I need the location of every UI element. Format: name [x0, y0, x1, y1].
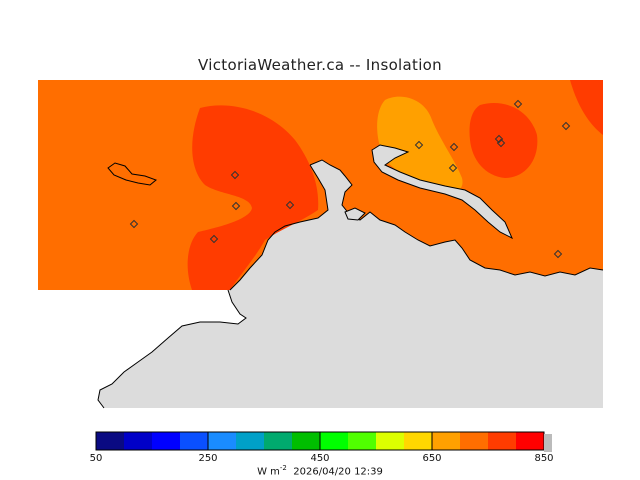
legend-shadow [544, 434, 552, 452]
insolation-field-high-west [187, 105, 319, 290]
legend-tick-label: 250 [198, 453, 218, 464]
station-marker [231, 201, 241, 211]
station-marker [496, 138, 506, 148]
station-marker [230, 170, 240, 180]
legend-swatch [404, 432, 433, 450]
legend-swatch [348, 432, 377, 450]
legend-tick-label: 450 [310, 453, 330, 464]
station-marker [285, 200, 295, 210]
legend-swatch [264, 432, 293, 450]
station-marker [129, 219, 139, 229]
legend-swatch [460, 432, 489, 450]
insolation-field-base [38, 80, 603, 290]
legend-tick-label: 50 [89, 453, 103, 464]
station-marker [561, 121, 571, 131]
inlet-small [344, 207, 366, 221]
legend-swatch [376, 432, 405, 450]
outside-domain [38, 290, 246, 408]
legend-caption: W m-2 2026/04/20 12:39 [0, 464, 640, 477]
insolation-field-low [377, 96, 463, 194]
coastline-west [229, 164, 329, 291]
legend-swatch [320, 432, 349, 450]
legend-swatch [292, 432, 321, 450]
station-marker [553, 249, 563, 259]
legend-swatch [236, 432, 265, 450]
legend-units: W m [257, 466, 280, 478]
station-marker [209, 234, 219, 244]
legend-swatch [208, 432, 237, 450]
station-marker [449, 142, 459, 152]
legend-swatch [152, 432, 181, 450]
legend-tick-label: 650 [422, 453, 442, 464]
insolation-field-high-ne [570, 80, 603, 135]
legend-units-exponent: -2 [279, 464, 287, 472]
legend-swatch [180, 432, 209, 450]
legend-swatch [432, 432, 461, 450]
legend-swatch [96, 432, 125, 450]
legend-tick-label: 850 [534, 453, 554, 464]
legend-swatch [488, 432, 517, 450]
station-marker [513, 99, 523, 109]
legend-swatch [124, 432, 153, 450]
saanich-inlet [371, 144, 514, 240]
station-marker [494, 134, 504, 144]
legend-swatch [516, 432, 545, 450]
legend-timestamp: 2026/04/20 12:39 [293, 466, 383, 478]
coastline-main [309, 159, 604, 277]
map-title: VictoriaWeather.ca -- Insolation [198, 56, 442, 74]
station-marker [448, 163, 458, 173]
insolation-field-high-east [469, 103, 538, 178]
island-west [107, 162, 157, 186]
station-marker [414, 140, 424, 150]
coastline-south [97, 289, 247, 409]
